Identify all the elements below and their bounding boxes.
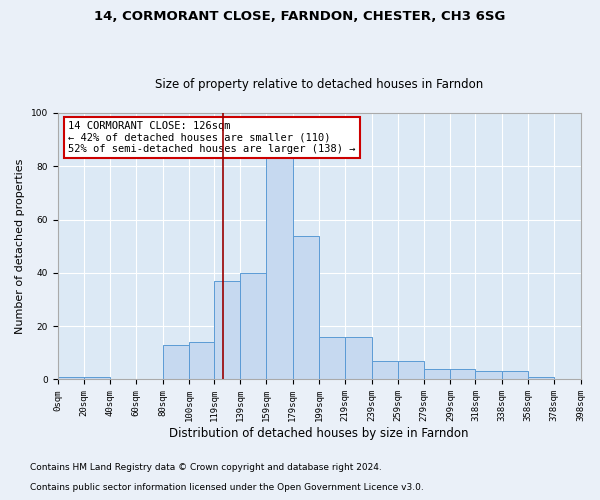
Text: 14 CORMORANT CLOSE: 126sqm
← 42% of detached houses are smaller (110)
52% of sem: 14 CORMORANT CLOSE: 126sqm ← 42% of deta… [68, 121, 355, 154]
Bar [502, 372, 528, 380]
Text: 14, CORMORANT CLOSE, FARNDON, CHESTER, CH3 6SG: 14, CORMORANT CLOSE, FARNDON, CHESTER, C… [94, 10, 506, 23]
Bar [345, 337, 371, 380]
Bar [451, 369, 475, 380]
Bar [293, 236, 319, 380]
Bar [266, 156, 293, 380]
Bar [214, 281, 240, 380]
X-axis label: Distribution of detached houses by size in Farndon: Distribution of detached houses by size … [169, 427, 469, 440]
Text: Contains public sector information licensed under the Open Government Licence v3: Contains public sector information licen… [30, 484, 424, 492]
Title: Size of property relative to detached houses in Farndon: Size of property relative to detached ho… [155, 78, 483, 91]
Bar [528, 377, 554, 380]
Bar [475, 372, 502, 380]
Bar [189, 342, 214, 380]
Y-axis label: Number of detached properties: Number of detached properties [15, 158, 25, 334]
Text: Contains HM Land Registry data © Crown copyright and database right 2024.: Contains HM Land Registry data © Crown c… [30, 464, 382, 472]
Bar [240, 273, 266, 380]
Bar [163, 345, 189, 380]
Bar [398, 361, 424, 380]
Bar [424, 369, 451, 380]
Bar [58, 377, 84, 380]
Bar [371, 361, 398, 380]
Bar [319, 337, 345, 380]
Bar [84, 377, 110, 380]
